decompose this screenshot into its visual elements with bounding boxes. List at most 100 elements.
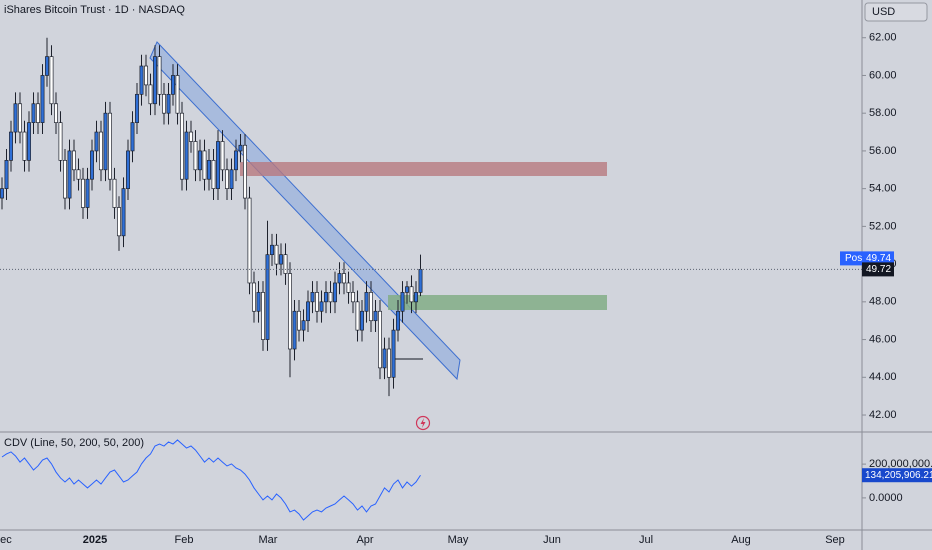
candle-body [310, 292, 315, 303]
candle-body [265, 254, 270, 340]
candle-body [342, 273, 346, 284]
candle-body [45, 56, 49, 76]
cdv-line [1, 439, 421, 521]
candle-body [418, 269, 423, 293]
candle-body [13, 103, 18, 133]
candle-body [72, 150, 76, 171]
candle-body [9, 131, 13, 161]
candle-body [36, 103, 40, 123]
candle-body [328, 292, 333, 303]
cdv-value-label: 134,205,906.21 [865, 470, 932, 481]
candle-body [184, 131, 189, 180]
candle-body [333, 282, 337, 303]
alert-icon-bolt[interactable] [420, 418, 426, 428]
candle-body [198, 150, 202, 171]
candle-body [211, 159, 216, 189]
candle-body [396, 310, 400, 331]
currency-button[interactable] [864, 2, 928, 22]
x-tick-label: 2025 [83, 534, 107, 546]
candle-body [288, 273, 292, 350]
candle-body [99, 131, 103, 171]
alert-icon-ring[interactable] [415, 415, 431, 431]
candle-body [337, 273, 342, 284]
candle-body [378, 310, 382, 369]
candle-body [153, 56, 157, 105]
x-tick-label: May [448, 534, 469, 546]
x-tick-label: Jun [543, 534, 561, 546]
candle-body [315, 292, 319, 312]
x-tick-label: Jul [639, 534, 653, 546]
alert-icon[interactable] [415, 415, 431, 431]
y-tick-label: 56.00 [869, 145, 897, 157]
candle-body [148, 84, 153, 105]
candle-body [364, 292, 369, 312]
candle-body [400, 292, 405, 312]
candle-body [157, 56, 162, 95]
candle-body [391, 329, 396, 378]
candle-body [283, 254, 288, 274]
candle-body [252, 282, 256, 312]
candle-body [279, 254, 283, 265]
candle-body [63, 159, 67, 199]
candle-body [216, 141, 220, 189]
y-tick-label: 62.00 [869, 32, 897, 44]
y-tick-label: 48.00 [869, 296, 897, 308]
currency-label[interactable]: USD [872, 6, 895, 18]
candle-body [85, 178, 90, 208]
post-price-box [862, 251, 894, 266]
post-label: Post [845, 253, 865, 264]
post-label-box [840, 251, 862, 266]
candle-body [22, 131, 27, 161]
candle-body [270, 244, 274, 256]
candle-body [351, 292, 355, 303]
candle-body [274, 244, 279, 265]
candle-body [67, 150, 72, 199]
post-price-label: 49.74 [866, 253, 891, 264]
candle-body [121, 188, 126, 237]
candle-body [0, 188, 4, 199]
support-zone [388, 295, 607, 310]
cdv-value-box [862, 468, 932, 483]
candle-body [135, 93, 139, 123]
candle-body [94, 131, 99, 152]
x-tick-label: Mar [259, 534, 278, 546]
candle-body [126, 150, 130, 189]
candle-body [40, 75, 45, 123]
candle-body [108, 112, 112, 180]
y-tick-label: 58.00 [869, 107, 897, 119]
candle-body [373, 310, 378, 322]
candle-body [405, 286, 409, 293]
candle-body [414, 292, 418, 303]
candle-body [369, 292, 373, 322]
candle-body [229, 169, 234, 189]
candle-body [238, 144, 243, 152]
candle-body [256, 292, 261, 312]
candle-body [319, 301, 324, 312]
trend-channel [149, 41, 461, 381]
chart-title: iShares Bitcoin Trust · 1D · NASDAQ [4, 4, 185, 16]
candle-body [171, 75, 175, 95]
candle-body [193, 141, 198, 171]
candle-body [261, 292, 265, 340]
indicator-y-tick-label: 0.0000 [869, 492, 903, 504]
candle-body [117, 207, 121, 237]
y-tick-label: 42.00 [869, 409, 897, 421]
candle-body [162, 93, 166, 114]
candle-body [220, 141, 225, 171]
candle-body [4, 159, 9, 189]
candle-body [103, 112, 108, 171]
candle-body [297, 310, 301, 331]
candle-body [301, 320, 306, 331]
candle-body [324, 292, 328, 303]
candle-body [76, 169, 81, 180]
y-tick-label: 52.00 [869, 220, 897, 232]
last-price-box [862, 262, 894, 277]
candle-body [81, 178, 85, 208]
candle-body [409, 286, 414, 303]
candle-body [360, 310, 364, 331]
candle-body [346, 282, 351, 293]
candle-body [292, 310, 297, 350]
candle-body [166, 93, 171, 114]
candle-body [234, 150, 238, 171]
